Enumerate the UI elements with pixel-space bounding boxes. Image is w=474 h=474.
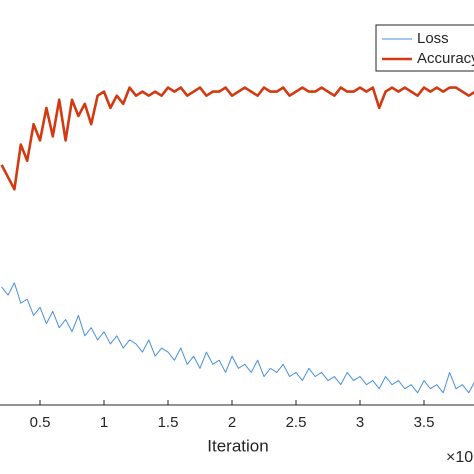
legend-box: [375, 24, 474, 72]
x-tick-label: 2: [228, 414, 236, 431]
series-line: [0, 86, 474, 191]
series-line: [1, 282, 474, 394]
x-tick-label: 1: [100, 414, 108, 431]
x-tick-label: 3: [356, 414, 364, 431]
x-tick-label: 1.5: [158, 414, 179, 431]
x-exponent: ×10: [446, 449, 473, 466]
x-tick-label: 3.5: [414, 414, 435, 431]
legend-label: Loss: [417, 30, 449, 47]
legend-label: Accuracy: [417, 50, 474, 67]
x-tick-label: 2.5: [286, 414, 307, 431]
x-axis-label: Iteration: [207, 436, 268, 455]
x-tick-label: 0.5: [30, 414, 51, 431]
